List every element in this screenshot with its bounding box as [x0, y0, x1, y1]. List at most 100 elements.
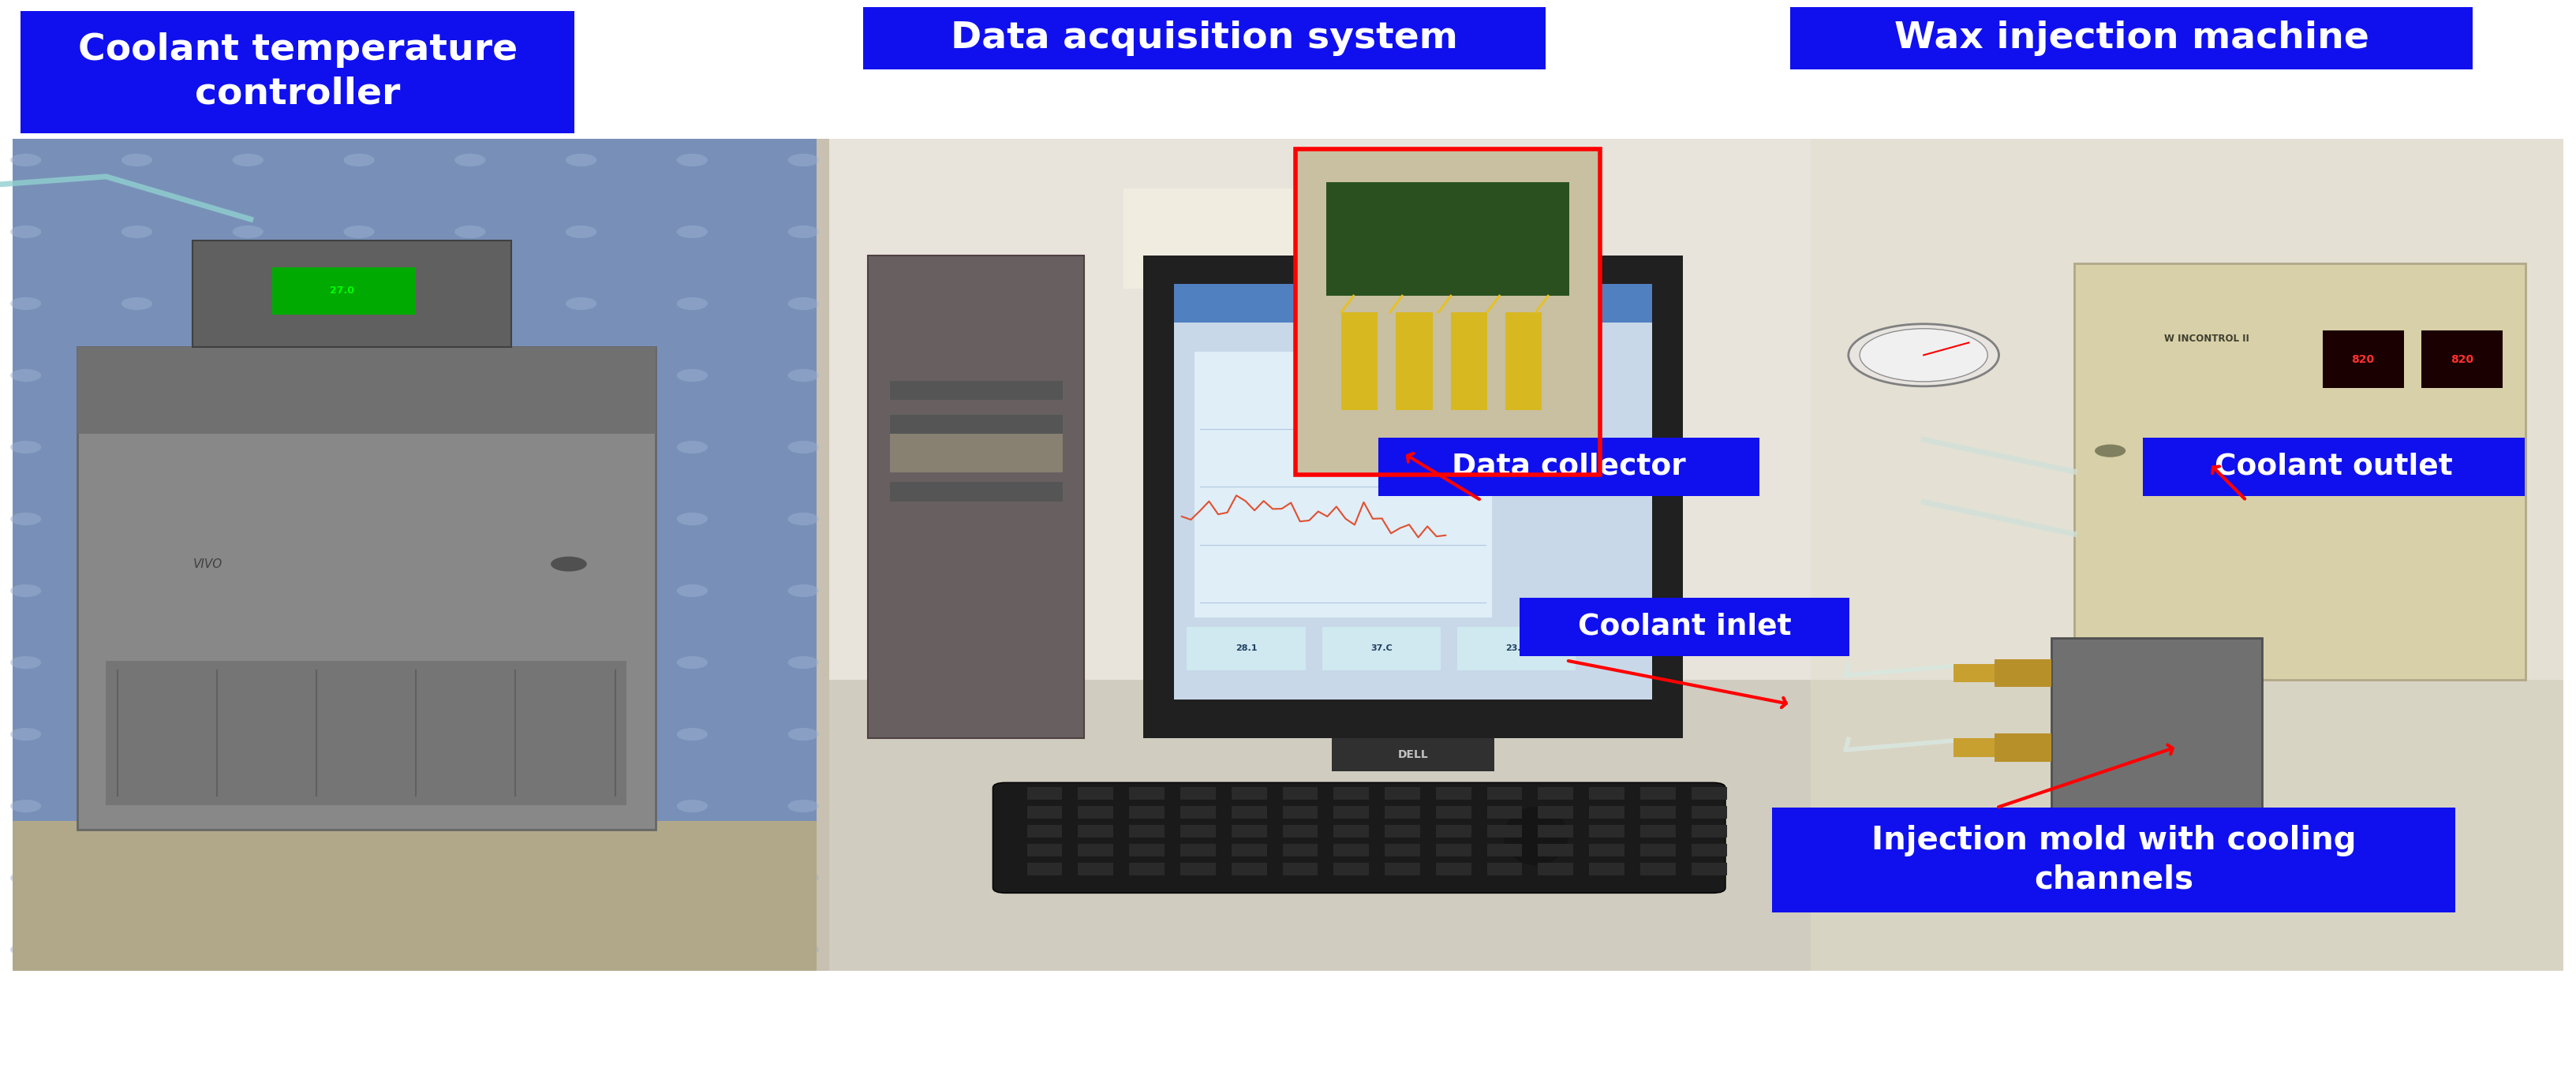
Bar — [273, 267, 415, 315]
Bar — [1128, 786, 1164, 800]
Circle shape — [232, 799, 263, 812]
Circle shape — [788, 656, 819, 669]
Bar — [77, 347, 654, 433]
Circle shape — [232, 441, 263, 453]
Circle shape — [121, 585, 152, 598]
Circle shape — [453, 512, 484, 525]
Text: 28.1: 28.1 — [1236, 644, 1257, 653]
Bar — [1144, 255, 1682, 738]
Circle shape — [121, 298, 152, 310]
Bar — [1811, 680, 2563, 971]
Bar — [1231, 863, 1267, 876]
Circle shape — [121, 943, 152, 956]
Circle shape — [232, 512, 263, 525]
Circle shape — [567, 154, 598, 166]
Bar — [2074, 264, 2524, 680]
Bar — [1231, 844, 1267, 857]
Bar — [77, 347, 654, 829]
Circle shape — [232, 585, 263, 598]
Circle shape — [788, 298, 819, 310]
Bar — [1486, 863, 1522, 876]
Bar — [1334, 786, 1368, 800]
Bar — [1641, 825, 1674, 838]
Circle shape — [677, 656, 708, 669]
Bar — [1953, 664, 1994, 682]
Bar — [868, 255, 1084, 738]
Bar — [1589, 844, 1625, 857]
Bar — [1692, 844, 1726, 857]
Circle shape — [788, 154, 819, 166]
Bar — [1589, 863, 1625, 876]
Bar — [77, 347, 654, 829]
Bar — [1195, 352, 1492, 617]
Circle shape — [453, 943, 484, 956]
Bar — [1994, 808, 2050, 837]
Bar — [1128, 825, 1164, 838]
Circle shape — [567, 225, 598, 238]
Bar — [889, 381, 1064, 400]
Bar — [2050, 638, 2262, 871]
Circle shape — [567, 799, 598, 812]
Bar — [13, 822, 817, 971]
Circle shape — [343, 369, 374, 382]
Bar — [1589, 825, 1625, 838]
Bar — [106, 660, 626, 806]
Circle shape — [343, 656, 374, 669]
Bar — [1520, 598, 1850, 656]
Text: W INCONTROL II: W INCONTROL II — [2164, 333, 2249, 344]
Circle shape — [232, 298, 263, 310]
Circle shape — [788, 441, 819, 453]
Bar — [1692, 786, 1726, 800]
Circle shape — [567, 872, 598, 885]
Bar — [1128, 863, 1164, 876]
Bar — [1175, 284, 1651, 323]
Bar — [1188, 627, 1306, 670]
Circle shape — [10, 872, 41, 885]
Bar — [1486, 844, 1522, 857]
Circle shape — [788, 872, 819, 885]
Circle shape — [677, 441, 708, 453]
Circle shape — [677, 369, 708, 382]
Circle shape — [232, 943, 263, 956]
Circle shape — [453, 585, 484, 598]
Bar — [1538, 806, 1574, 818]
Circle shape — [10, 799, 41, 812]
Circle shape — [788, 728, 819, 740]
Bar — [889, 448, 1064, 467]
Circle shape — [121, 369, 152, 382]
Circle shape — [2154, 444, 2184, 457]
Bar — [2324, 330, 2403, 388]
Circle shape — [788, 943, 819, 956]
Bar — [1283, 786, 1319, 800]
Bar — [829, 139, 1811, 971]
Bar — [1296, 149, 1600, 475]
Circle shape — [788, 369, 819, 382]
Circle shape — [453, 369, 484, 382]
Circle shape — [567, 441, 598, 453]
Text: Data collector: Data collector — [1453, 452, 1685, 481]
Circle shape — [567, 728, 598, 740]
Bar — [1486, 786, 1522, 800]
Circle shape — [677, 298, 708, 310]
Bar — [1641, 806, 1674, 818]
Bar — [1692, 806, 1726, 818]
Bar — [889, 482, 1064, 501]
Circle shape — [677, 225, 708, 238]
Bar — [1283, 844, 1319, 857]
Circle shape — [2272, 444, 2303, 457]
Bar — [1321, 627, 1440, 670]
Circle shape — [677, 154, 708, 166]
Circle shape — [2094, 444, 2125, 457]
Circle shape — [453, 799, 484, 812]
Circle shape — [10, 943, 41, 956]
Circle shape — [567, 585, 598, 598]
Bar — [1077, 844, 1113, 857]
Bar — [1077, 863, 1113, 876]
Text: 37.C: 37.C — [1370, 644, 1391, 653]
Circle shape — [453, 225, 484, 238]
Circle shape — [121, 728, 152, 740]
Circle shape — [232, 656, 263, 669]
Bar — [1028, 806, 1061, 818]
Circle shape — [1850, 324, 1999, 386]
Bar — [1953, 813, 1994, 831]
